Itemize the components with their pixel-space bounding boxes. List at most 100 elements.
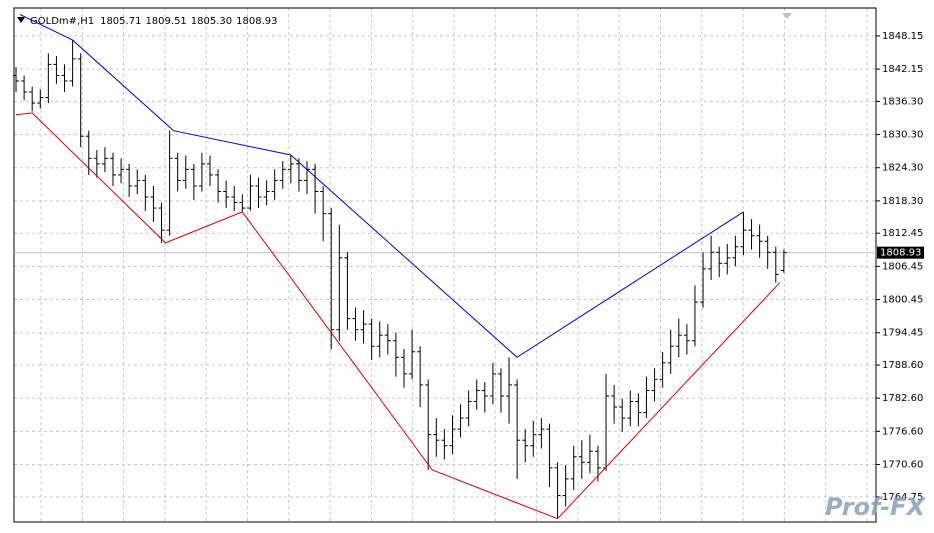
menu-icon[interactable]: [17, 17, 25, 23]
ohlc-bar: [400, 349, 407, 388]
ohlc-bar: [239, 194, 246, 212]
ohlc-bar: [667, 329, 674, 374]
ohlc-bar: [53, 56, 60, 84]
ohlc-bar: [643, 376, 650, 419]
ohlc-bar: [312, 163, 319, 214]
zigzag-line: [15, 112, 781, 520]
symbol: GOLDm#,H1: [30, 16, 94, 27]
y-tick-label: 1836.30: [882, 96, 923, 107]
ohlc-bar: [716, 246, 723, 278]
ohlc-bar: [69, 40, 76, 87]
ohlc-bar: [344, 252, 351, 330]
ohlc-bar: [190, 163, 197, 200]
ohlc-bar: [320, 185, 327, 242]
ohlc-bar: [126, 163, 133, 198]
ohlc-bar: [295, 158, 302, 192]
ohlc-bar: [481, 382, 488, 413]
ohlc-bar: [231, 185, 238, 211]
close-quote: 1808.93: [236, 16, 277, 27]
ohlc-bar: [764, 235, 771, 269]
ohlc-bar: [538, 418, 545, 449]
ohlc-bar: [287, 155, 294, 184]
ohlc-bar: [45, 53, 52, 104]
ohlc-bar: [368, 318, 375, 361]
ohlc-bar: [134, 169, 141, 195]
ohlc-bar: [740, 211, 747, 256]
y-tick-label: 1764.75: [882, 492, 923, 503]
ohlc-bar: [457, 404, 464, 438]
ohlc-bar: [554, 462, 561, 519]
ohlc-bar: [530, 420, 537, 457]
ohlc-bar: [384, 324, 391, 355]
ohlc-bar: [546, 423, 553, 488]
watermark: Prof-FX: [825, 493, 927, 521]
ohlc-bar: [360, 310, 367, 344]
ohlc-bar: [110, 152, 117, 186]
ohlc-bar: [514, 379, 521, 479]
ohlc-bar: [29, 86, 36, 112]
ohlc-bar: [651, 368, 658, 402]
ohlc-bar: [497, 368, 504, 413]
y-tick-label: 1812.45: [882, 228, 923, 239]
ohlc-bar: [150, 185, 157, 222]
ohlc-bar: [522, 429, 529, 463]
price-axis: 1848.15 1842.15 1836.30 1830.30 1824.30 1818.…: [876, 31, 924, 503]
y-tick-label: 1818.30: [882, 196, 923, 207]
ohlc-bar: [352, 307, 359, 341]
y-tick-label: 1824.30: [882, 163, 923, 174]
ohlc-bar: [223, 180, 230, 209]
ohlc-bar: [166, 130, 173, 236]
marks: [13, 14, 876, 520]
ohlc-bar: [473, 379, 480, 410]
y-tick-label: 1806.45: [882, 261, 923, 272]
ohlc-bar: [182, 155, 189, 189]
ohlc-bar: [465, 390, 472, 427]
ohlc-bar: [247, 174, 254, 211]
ohlc-bar: [61, 64, 68, 93]
ohlc-bar: [675, 318, 682, 358]
ohlc-bar: [425, 379, 432, 471]
ohlc-bar: [659, 351, 666, 388]
ohlc-bar: [578, 440, 585, 479]
ohlc-bar: [328, 208, 335, 350]
y-tick-label: 1788.60: [882, 360, 923, 371]
ohlc-bar: [619, 398, 626, 432]
ohlc-bar: [449, 415, 456, 455]
ohlc-bar: [336, 224, 343, 341]
ohlc-bar: [417, 346, 424, 408]
ohlc-bar: [271, 169, 278, 200]
ohlc-bar: [101, 147, 108, 173]
ohlc-bar: [635, 393, 642, 427]
ohlc-bar: [683, 324, 690, 355]
y-tick-label: 1782.60: [882, 393, 923, 404]
ohlc-bar: [77, 53, 84, 148]
ohlc-bar: [732, 235, 739, 267]
y-tick-label: 1770.60: [882, 460, 923, 471]
ohlc-bar: [207, 155, 214, 186]
ohlc-bar: [708, 235, 715, 280]
low-quote: 1805.30: [191, 16, 232, 27]
y-tick-label: 1848.15: [882, 31, 923, 42]
open-quote: 1805.71: [100, 16, 141, 27]
ohlc-bar: [21, 75, 28, 101]
ohlc-bar: [724, 243, 731, 275]
ohlc-bar: [215, 169, 222, 203]
ohlc-bar: [772, 246, 779, 283]
ohlc-bar: [37, 89, 44, 109]
y-tick-label: 1794.45: [882, 328, 923, 339]
ohlc-bar: [93, 150, 100, 178]
zigzag-line: [19, 14, 744, 358]
chart-header: GOLDm#,H1 1805.71 1809.51 1805.30 1808.93: [30, 16, 278, 27]
ohlc-bar: [700, 252, 707, 308]
ohlc-bar: [255, 177, 262, 209]
high-quote: 1809.51: [145, 16, 186, 27]
ohlc-bar: [142, 174, 149, 211]
ohlc-bar: [691, 285, 698, 347]
ohlc-bar: [756, 224, 763, 258]
ohlc-bar: [627, 390, 634, 427]
ohlc-bar: [506, 357, 513, 424]
y-tick-label: 1800.45: [882, 295, 923, 306]
ohlc-bar: [158, 202, 165, 243]
